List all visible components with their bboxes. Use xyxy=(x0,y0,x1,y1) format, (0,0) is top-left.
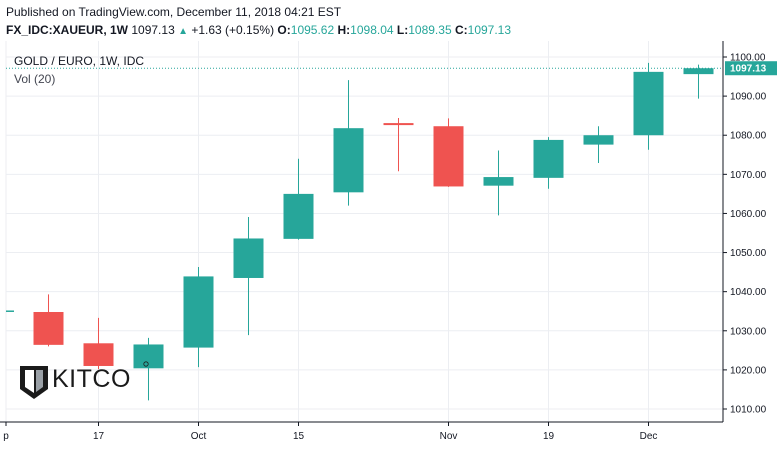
candle-body xyxy=(33,312,64,345)
kitco-logo-icon xyxy=(20,366,48,399)
candle-body xyxy=(533,139,564,178)
y-tick-label: 1030.00 xyxy=(730,326,767,337)
y-tick-label: 1100.00 xyxy=(730,53,766,64)
candles xyxy=(6,62,714,401)
candle-body xyxy=(683,68,714,75)
candle xyxy=(433,118,464,187)
low-value: 1089.35 xyxy=(408,23,452,37)
candle-body xyxy=(633,71,664,136)
x-tick-label: 15 xyxy=(293,431,305,442)
y-tick-label: 1060.00 xyxy=(730,209,767,220)
y-tick-label: 1090.00 xyxy=(730,92,767,103)
candle xyxy=(483,150,514,216)
candle xyxy=(633,62,664,150)
y-tick-label: 1050.00 xyxy=(730,248,767,259)
x-tick-label: Oct xyxy=(191,431,207,442)
kitco-brand-text: KITCO xyxy=(52,365,131,393)
candle-body xyxy=(83,343,114,366)
open-label: O: xyxy=(277,23,291,37)
axes: 1010.00 1020.00 1030.00 1040.00 1050.00 1060.… xyxy=(0,41,767,442)
low-label: L: xyxy=(396,23,409,37)
y-tick-label: 1070.00 xyxy=(730,170,767,181)
x-tick-label: Nov xyxy=(440,431,458,442)
candle xyxy=(283,158,314,240)
candle xyxy=(233,216,264,336)
high-value: 1098.04 xyxy=(350,23,394,37)
y-tick-label: 1040.00 xyxy=(730,287,767,298)
candle-body xyxy=(483,177,514,186)
y-tick-label: 1010.00 xyxy=(730,405,767,416)
last-price-tag xyxy=(725,61,777,76)
x-tick-label: 19 xyxy=(543,431,555,442)
high-label: H: xyxy=(337,23,351,37)
candle-body xyxy=(133,344,164,369)
candle xyxy=(533,137,564,189)
published-caption: Published on TradingView.com, December 1… xyxy=(6,5,342,19)
candle xyxy=(683,64,714,99)
last-price-tag-label: 1097.13 xyxy=(730,64,767,75)
x-tick-label: 17 xyxy=(93,431,105,442)
candle-body xyxy=(283,193,314,239)
up-arrow-icon: ▲ xyxy=(178,26,188,37)
candle xyxy=(83,317,114,370)
candle xyxy=(583,126,614,163)
candle-body xyxy=(433,126,464,187)
volume-legend: Vol (20) xyxy=(14,72,55,86)
close-value: 1097.13 xyxy=(467,23,512,37)
close-label: C: xyxy=(454,23,468,37)
quote-bar: FX_IDC:XAUEUR, 1W 1097.13 ▲ +1.63 (+0.15… xyxy=(6,23,511,37)
candle xyxy=(333,80,364,206)
candle-body xyxy=(583,135,614,145)
grid xyxy=(5,41,723,422)
last-price: 1097.13 xyxy=(131,23,175,37)
candle xyxy=(133,337,164,401)
candle-body xyxy=(383,123,414,126)
candle-body xyxy=(333,128,364,193)
candle xyxy=(383,118,414,172)
price-change: +1.63 (+0.15%) xyxy=(191,23,275,37)
y-tick-label: 1020.00 xyxy=(730,365,767,376)
candle xyxy=(183,267,214,368)
candle xyxy=(33,294,64,347)
candle-body xyxy=(183,276,214,348)
candle-body xyxy=(233,238,264,278)
registered-mark-icon xyxy=(143,361,149,367)
open-value: 1095.62 xyxy=(290,23,335,37)
x-tick-label: p xyxy=(3,431,9,442)
y-tick-label: 1080.00 xyxy=(730,131,767,142)
chart-legend-title: GOLD / EURO, 1W, IDC xyxy=(14,54,144,68)
kitco-watermark: KITCO xyxy=(20,361,149,399)
last-price-line: 1097.13 xyxy=(6,61,777,76)
x-tick-label: Dec xyxy=(640,431,658,442)
symbol-label: FX_IDC:XAUEUR, 1W xyxy=(6,23,129,37)
